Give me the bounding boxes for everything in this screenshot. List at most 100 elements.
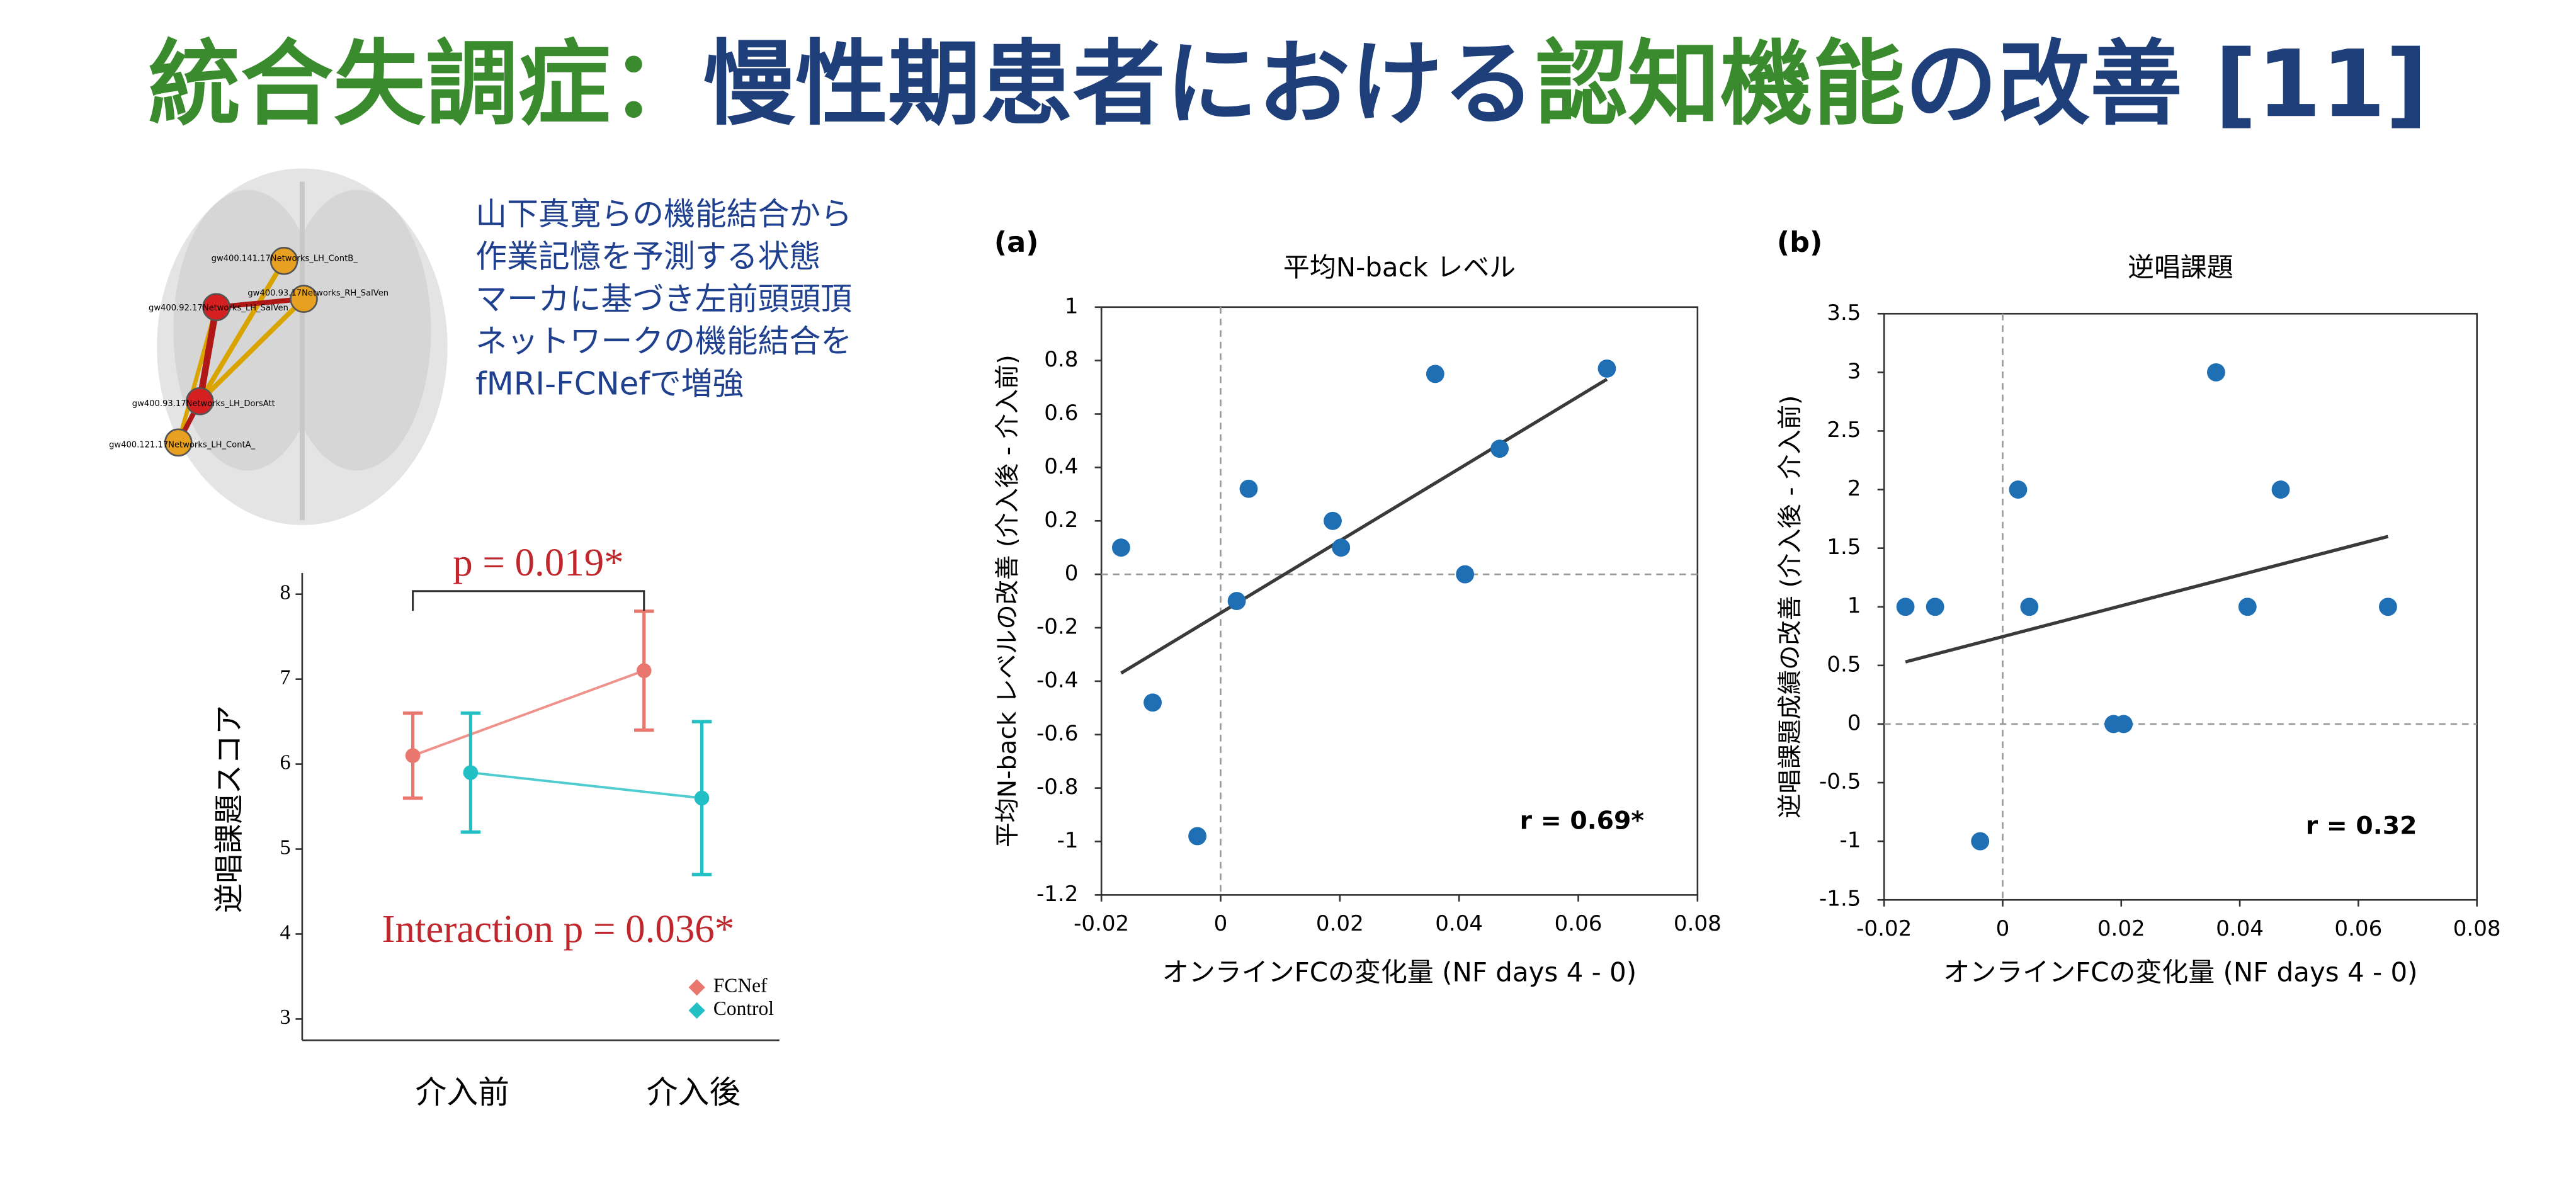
x-tick-label: 0.08 bbox=[1674, 911, 1722, 936]
point bbox=[1324, 511, 1342, 530]
point bbox=[1332, 538, 1351, 557]
y-tick-label: 5 bbox=[280, 836, 291, 859]
y-tick-label: 0.6 bbox=[1044, 400, 1078, 426]
title-segment: 認知機能 bbox=[1535, 30, 1905, 138]
plot-frame bbox=[1100, 306, 1699, 896]
point bbox=[2114, 715, 2133, 734]
caption: 山下真寛らの機能結合から作業記憶を予測する状態マーカに基づき左前頭頭頂ネットワー… bbox=[475, 196, 852, 402]
caption-line: 山下真寛らの機能結合から bbox=[475, 196, 852, 232]
point bbox=[1971, 832, 1990, 851]
point bbox=[1227, 592, 1246, 610]
point bbox=[636, 663, 652, 678]
y-tick-label: 0.2 bbox=[1044, 507, 1078, 533]
brain-label: gw400.93.17Networks_RH_SalVen bbox=[247, 288, 389, 298]
brain-label: gw400.121.17Networks_LH_ContA_ bbox=[109, 441, 256, 450]
point bbox=[1926, 598, 1944, 616]
point bbox=[2271, 480, 2290, 499]
y-tick-label: 0 bbox=[1847, 710, 1861, 735]
point bbox=[463, 765, 479, 780]
point bbox=[1456, 565, 1475, 584]
caption-line: fMRI-FCNefで増強 bbox=[475, 366, 744, 402]
x-tick-label: 0 bbox=[1214, 911, 1228, 936]
point bbox=[2206, 363, 2225, 382]
point bbox=[2009, 480, 2028, 499]
point bbox=[405, 748, 421, 763]
slide-title: 統合失調症：慢性期患者における認知機能の改善 [11] bbox=[148, 30, 2427, 138]
y-tick-label: 3.5 bbox=[1827, 300, 1861, 326]
x-tick-label: 0.06 bbox=[1555, 911, 1603, 936]
y-tick-label: 0.4 bbox=[1044, 454, 1078, 479]
point bbox=[1426, 365, 1444, 383]
title-segment: の改善 [11] bbox=[1905, 30, 2427, 138]
y-tick-label: 4 bbox=[280, 921, 291, 944]
x-tick-label: 0.08 bbox=[2453, 916, 2501, 941]
caption-line: 作業記憶を予測する状態 bbox=[475, 238, 820, 275]
panel-label: (a) bbox=[994, 226, 1039, 259]
annotation: p = 0.019* bbox=[453, 540, 623, 584]
y-tick-label: 2 bbox=[1847, 476, 1861, 501]
brain-image bbox=[157, 168, 448, 525]
trendline bbox=[1905, 535, 2389, 664]
point bbox=[1490, 439, 1509, 458]
point bbox=[2238, 598, 2257, 616]
brain-label: gw400.141.17Networks_LH_ContB_ bbox=[212, 254, 358, 263]
legend-label: Control bbox=[713, 997, 774, 1019]
x-tick-label: 0.04 bbox=[1435, 911, 1483, 936]
x-tick-label: -0.02 bbox=[1074, 911, 1129, 936]
y-tick-label: -1 bbox=[1840, 828, 1861, 853]
annotation: r = 0.32 bbox=[2306, 811, 2417, 840]
brain-label: gw400.93.17Networks_LH_DorsAtt bbox=[132, 399, 275, 409]
y-tick-label: 8 bbox=[280, 581, 291, 604]
x-tick-label: 0.04 bbox=[2216, 916, 2264, 941]
caption-line: マーカに基づき左前頭頭頂 bbox=[475, 281, 852, 317]
x-tick-label: 0 bbox=[1996, 916, 2010, 941]
legend-label: FCNef bbox=[713, 974, 768, 996]
point bbox=[1111, 538, 1130, 557]
y-axis-label: 逆唱課題成績の改善 (介入後 - 介入前) bbox=[1776, 395, 1805, 819]
y-tick-label: 1 bbox=[1065, 293, 1079, 319]
x-tick-label: -0.02 bbox=[1856, 916, 1912, 941]
x-tick-label: 0.02 bbox=[2097, 916, 2145, 941]
y-tick-label: -0.5 bbox=[1819, 769, 1861, 795]
x-axis-label: オンラインFCの変化量 (NF days 4 - 0) bbox=[1943, 957, 2417, 988]
point bbox=[1239, 479, 1258, 498]
point bbox=[2379, 598, 2397, 616]
chart-title: 逆唱課題 bbox=[2128, 252, 2233, 283]
series-line bbox=[412, 669, 645, 757]
y-tick-label: 1.5 bbox=[1827, 535, 1861, 560]
x-tick-label: 0.02 bbox=[1316, 911, 1364, 936]
series-line bbox=[470, 771, 702, 800]
title-segment: 慢性期患者における bbox=[703, 30, 1535, 138]
point bbox=[694, 790, 710, 806]
y-axis-label: 平均N-back レベルの改善 (介入後 - 介入前) bbox=[993, 354, 1022, 847]
significance-bracket bbox=[412, 590, 645, 611]
y-tick-label: 3 bbox=[1847, 359, 1861, 384]
y-tick-label: 1 bbox=[1847, 593, 1861, 618]
brain-label: gw400.92.17Networks_LH_SalVen bbox=[149, 303, 288, 313]
point bbox=[1896, 598, 1915, 616]
y-tick-label: 0 bbox=[1065, 561, 1079, 586]
point bbox=[1143, 693, 1162, 712]
y-tick-label: -1.5 bbox=[1819, 887, 1861, 912]
y-tick-label: -0.4 bbox=[1036, 667, 1079, 693]
annotation: r = 0.69* bbox=[1520, 806, 1644, 835]
point bbox=[1188, 827, 1207, 846]
chart-title: 平均N-back レベル bbox=[1283, 252, 1516, 283]
point bbox=[1597, 359, 1616, 378]
annotation: Interaction p = 0.036* bbox=[382, 907, 735, 951]
trendline bbox=[1120, 378, 1608, 675]
x-tick-label: 0.06 bbox=[2334, 916, 2382, 941]
y-tick-label: -0.8 bbox=[1036, 774, 1079, 800]
caption-line: ネットワークの機能結合を bbox=[475, 323, 852, 360]
point bbox=[2020, 598, 2039, 616]
y-tick-label: 3 bbox=[280, 1006, 291, 1029]
y-tick-label: 0.8 bbox=[1044, 347, 1078, 372]
y-tick-label: 6 bbox=[280, 751, 291, 774]
y-axis-label: 逆唱課題スコア bbox=[212, 705, 247, 913]
x-tick-label: 介入前 bbox=[416, 1074, 509, 1111]
y-tick-label: 2.5 bbox=[1827, 417, 1861, 443]
panel-label: (b) bbox=[1777, 226, 1823, 259]
x-axis-label: オンラインFCの変化量 (NF days 4 - 0) bbox=[1162, 957, 1637, 988]
